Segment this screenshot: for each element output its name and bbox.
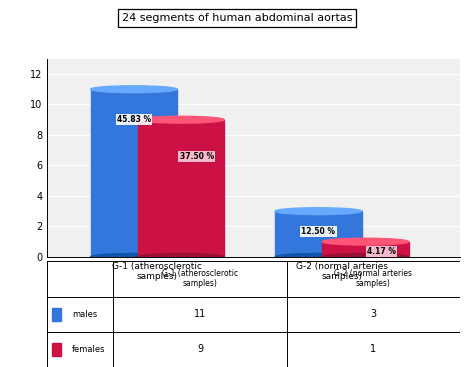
Text: 24 segments of human abdominal aortas: 24 segments of human abdominal aortas [122,13,352,23]
Ellipse shape [275,254,362,260]
Bar [275,211,362,257]
Ellipse shape [275,208,362,215]
Text: 9: 9 [197,345,203,355]
Ellipse shape [138,254,224,260]
Bar [52,343,62,356]
Text: 1: 1 [370,345,376,355]
Ellipse shape [322,238,409,245]
Ellipse shape [138,116,224,123]
Text: G-2 (normal arteries
samples): G-2 (normal arteries samples) [334,269,412,288]
Bar [52,308,62,321]
Bar [138,120,224,257]
Text: G-1 (atherosclerotic
samples): G-1 (atherosclerotic samples) [162,269,238,288]
Ellipse shape [91,254,177,260]
Text: males: males [72,310,97,319]
Bar [322,241,409,257]
Ellipse shape [91,86,177,92]
Bar [91,89,177,257]
Text: 11: 11 [194,309,206,319]
Text: 4.17 %: 4.17 % [367,247,396,256]
Text: 37.50 %: 37.50 % [180,152,214,161]
Text: 3: 3 [370,309,376,319]
Ellipse shape [322,254,409,260]
Text: females: females [72,345,106,354]
Text: 45.83 %: 45.83 % [117,115,151,124]
Text: 12.50 %: 12.50 % [301,227,336,236]
